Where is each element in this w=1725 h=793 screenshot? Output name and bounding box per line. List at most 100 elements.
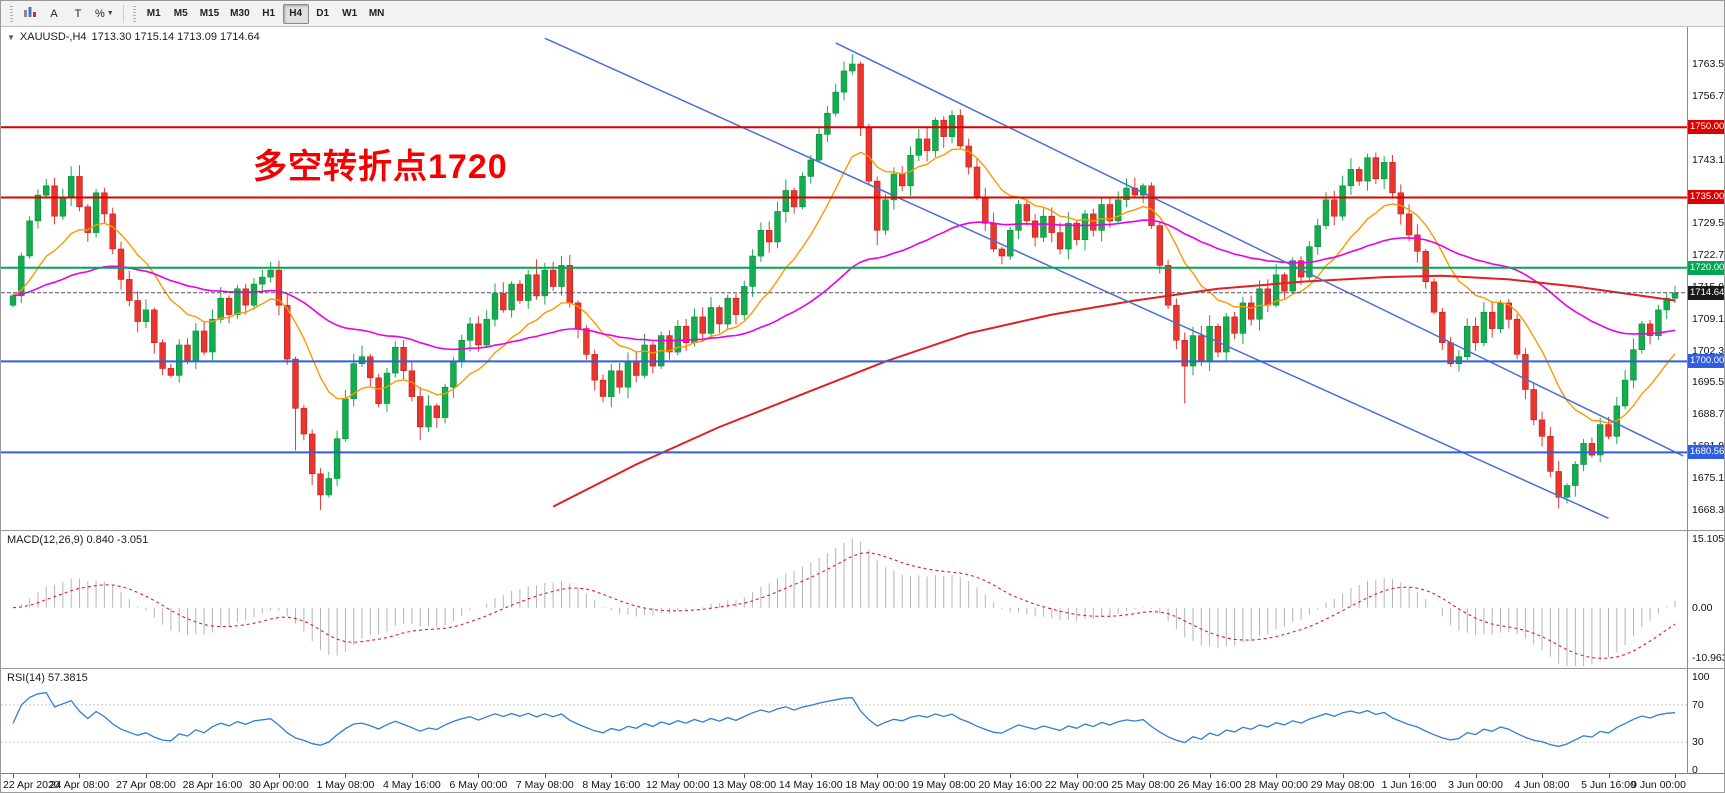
time-axis-tick	[1076, 774, 1078, 778]
rsi-axis-label: 0	[1692, 764, 1698, 776]
price-axis-label: 1675.10	[1692, 472, 1725, 484]
chart-text-annotation[interactable]: 多空转折点1720	[253, 148, 508, 186]
horizontal-lines-layer[interactable]	[1, 126, 1687, 454]
time-axis-tick	[810, 774, 812, 778]
time-axis-label: 30 Apr 00:00	[249, 779, 309, 791]
time-axis-tick	[1276, 774, 1278, 778]
time-axis-label: 29 May 08:00	[1310, 779, 1375, 791]
macd-signal-line	[12, 552, 1676, 659]
text-tool-button[interactable]: T	[66, 4, 90, 24]
price-line-badge: 1680.56	[1688, 445, 1725, 460]
time-axis-tick	[1209, 774, 1211, 778]
fast-ma-line	[12, 148, 1676, 424]
price-chart-panel: ▼ XAUUSD-,H4 1713.30 1715.14 1713.09 171…	[1, 27, 1725, 531]
time-axis-label: 4 May 16:00	[382, 779, 441, 791]
slow-ma-line	[552, 274, 1676, 508]
current-price-badge: 1714.64	[1688, 285, 1725, 300]
time-axis-tick	[1409, 774, 1411, 778]
rsi-line	[12, 691, 1676, 748]
chart-bars-icon	[23, 6, 37, 21]
macd-label: MACD(12,26,9) 0.840 -3.051	[7, 534, 149, 546]
macd-canvas[interactable]	[1, 531, 1687, 668]
chart-header: ▼ XAUUSD-,H4 1713.30 1715.14 1713.09 171…	[7, 31, 260, 43]
percent-draw-tool-button[interactable]: % ▼	[90, 4, 119, 24]
rsi-axis-label: 70	[1692, 698, 1704, 711]
time-axis-label: 27 Apr 08:00	[116, 779, 176, 791]
macd-axis-label: 15.105	[1692, 532, 1725, 545]
price-axis-label: 1688.70	[1692, 408, 1725, 421]
medium-ma-line	[12, 219, 1676, 351]
chevron-down-icon: ▼	[106, 10, 114, 17]
price-axis-label: 1763.50	[1692, 57, 1725, 70]
rsi-label: RSI(14) 57.3815	[7, 672, 88, 684]
price-axis-label: 1695.50	[1692, 376, 1725, 389]
time-axis-label: 5 Jun 16:00	[1581, 779, 1636, 791]
time-axis-tick	[611, 774, 613, 778]
time-axis-label: 3 Jun 00:00	[1448, 779, 1503, 791]
price-line-badge: 1720.00	[1688, 260, 1725, 275]
time-axis-tick	[877, 774, 879, 778]
macd-axis-label: 0.00	[1692, 601, 1713, 614]
arrow-tool-button[interactable]: A	[42, 4, 66, 24]
timeframe-toolbar-grip[interactable]	[132, 5, 136, 22]
price-axis-label: 1702.30	[1692, 344, 1725, 357]
time-axis-label: 28 May 00:00	[1244, 779, 1308, 791]
price-axis-label: 1668.30	[1692, 503, 1725, 516]
price-axis-label: 1756.70	[1692, 89, 1725, 102]
trendline-1	[544, 37, 1609, 519]
symbol-dropdown-icon[interactable]: ▼	[7, 32, 15, 42]
time-axis-tick	[278, 774, 280, 778]
price-line-badge: 1735.00	[1688, 190, 1725, 205]
time-axis-label: 22 May 00:00	[1044, 779, 1109, 791]
time-axis-tick	[1608, 774, 1610, 778]
time-axis-label: 9 Jun 00:00	[1631, 779, 1686, 791]
time-axis-label: 12 May 00:00	[645, 779, 710, 791]
time-axis-tick	[411, 774, 413, 778]
time-axis-tick	[1342, 774, 1344, 778]
time-axis-tick	[1542, 774, 1544, 778]
timeframe-button-h4[interactable]: H4	[282, 3, 309, 24]
macd-axis-label: -10.963	[1692, 651, 1725, 664]
timeframe-button-m1[interactable]: M1	[141, 4, 167, 24]
time-axis-tick	[1143, 774, 1145, 778]
time-axis-tick	[145, 774, 147, 778]
time-axis-label: 22 Apr 2020	[3, 779, 60, 791]
symbol-timeframe-label: XAUUSD-,H4	[19, 31, 87, 43]
time-axis-tick	[943, 774, 945, 778]
moving-averages-layer	[12, 148, 1676, 508]
toolbar-grip[interactable]	[10, 5, 13, 22]
price-axis-label: 1729.50	[1692, 217, 1725, 230]
timeframe-button-m5[interactable]: M5	[168, 4, 194, 24]
price-chart-canvas[interactable]	[1, 27, 1687, 530]
percent-icon: %	[95, 7, 105, 20]
macd-indicator-panel: MACD(12,26,9) 0.840 -3.051 15.105 0.00 -10…	[1, 531, 1725, 669]
time-axis-label: 6 May 00:00	[449, 779, 508, 791]
time-axis-tick	[13, 774, 14, 778]
trendlines-layer[interactable]	[544, 37, 1684, 519]
time-axis-label: 7 May 08:00	[515, 779, 574, 791]
time-axis-tick	[345, 774, 347, 778]
rsi-axis-label: 100	[1692, 671, 1710, 683]
price-axis-divider	[1687, 27, 1688, 774]
time-axis-label: 4 Jun 08:00	[1514, 779, 1570, 791]
time-axis-tick	[544, 774, 546, 778]
time-axis-label: 25 May 08:00	[1111, 779, 1175, 791]
timeframe-button-m30[interactable]: M30	[225, 4, 254, 24]
time-axis[interactable]: 22 Apr 2020 24 Apr 08:00 27 Apr 08:00 28 Ap…	[1, 774, 1724, 792]
timeframe-button-mn[interactable]: MN	[364, 4, 390, 24]
timeframe-button-h1[interactable]: H1	[256, 4, 282, 24]
time-axis-tick	[79, 774, 81, 778]
candles-layer	[9, 54, 1679, 510]
timeframe-button-m15[interactable]: M15	[195, 4, 224, 24]
rsi-canvas[interactable]	[1, 669, 1687, 773]
chart-display-button[interactable]	[18, 4, 42, 24]
time-axis-label: 14 May 16:00	[778, 779, 843, 791]
price-axis-label: 1743.10	[1692, 153, 1725, 166]
time-axis-tick	[212, 774, 214, 778]
time-axis-tick	[1010, 774, 1012, 778]
timeframe-button-w1[interactable]: W1	[337, 4, 363, 24]
timeframe-button-d1[interactable]: D1	[310, 4, 336, 24]
time-axis-label: 1 Jun 16:00	[1381, 779, 1437, 791]
rsi-indicator-panel: RSI(14) 57.3815 100 70 30 0	[1, 669, 1724, 776]
